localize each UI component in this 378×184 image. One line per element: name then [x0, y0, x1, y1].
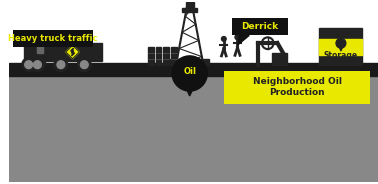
- Polygon shape: [237, 35, 249, 45]
- Circle shape: [31, 58, 44, 72]
- Circle shape: [54, 58, 68, 72]
- Bar: [171, 47, 177, 65]
- Bar: [163, 47, 169, 65]
- Bar: [155, 47, 161, 65]
- Bar: [9, 63, 378, 76]
- Polygon shape: [71, 48, 74, 56]
- Text: Neighborhood Oil
Production: Neighborhood Oil Production: [253, 77, 341, 97]
- Bar: [24, 43, 45, 65]
- Polygon shape: [66, 45, 79, 59]
- Bar: [43, 43, 102, 61]
- Circle shape: [336, 38, 346, 48]
- Text: Derrick: Derrick: [242, 22, 279, 31]
- Circle shape: [34, 61, 41, 69]
- FancyBboxPatch shape: [232, 18, 288, 35]
- Bar: [272, 53, 287, 65]
- Circle shape: [235, 35, 240, 40]
- Bar: [170, 59, 209, 65]
- Text: Oil: Oil: [183, 67, 196, 76]
- Bar: [9, 67, 378, 182]
- Bar: [319, 28, 363, 65]
- Bar: [186, 2, 194, 8]
- Circle shape: [57, 61, 65, 69]
- Polygon shape: [172, 56, 207, 91]
- Circle shape: [77, 58, 91, 72]
- Bar: [148, 47, 153, 65]
- Bar: [319, 39, 363, 55]
- Polygon shape: [338, 43, 344, 51]
- FancyBboxPatch shape: [13, 30, 93, 47]
- Bar: [37, 45, 43, 53]
- Circle shape: [222, 37, 226, 41]
- Polygon shape: [178, 70, 201, 96]
- Bar: [182, 8, 197, 12]
- Text: Storage: Storage: [324, 51, 358, 60]
- FancyBboxPatch shape: [224, 70, 370, 104]
- Circle shape: [81, 61, 88, 69]
- Circle shape: [22, 58, 36, 72]
- Text: Heavy truck traffic: Heavy truck traffic: [8, 34, 98, 43]
- Circle shape: [25, 61, 33, 69]
